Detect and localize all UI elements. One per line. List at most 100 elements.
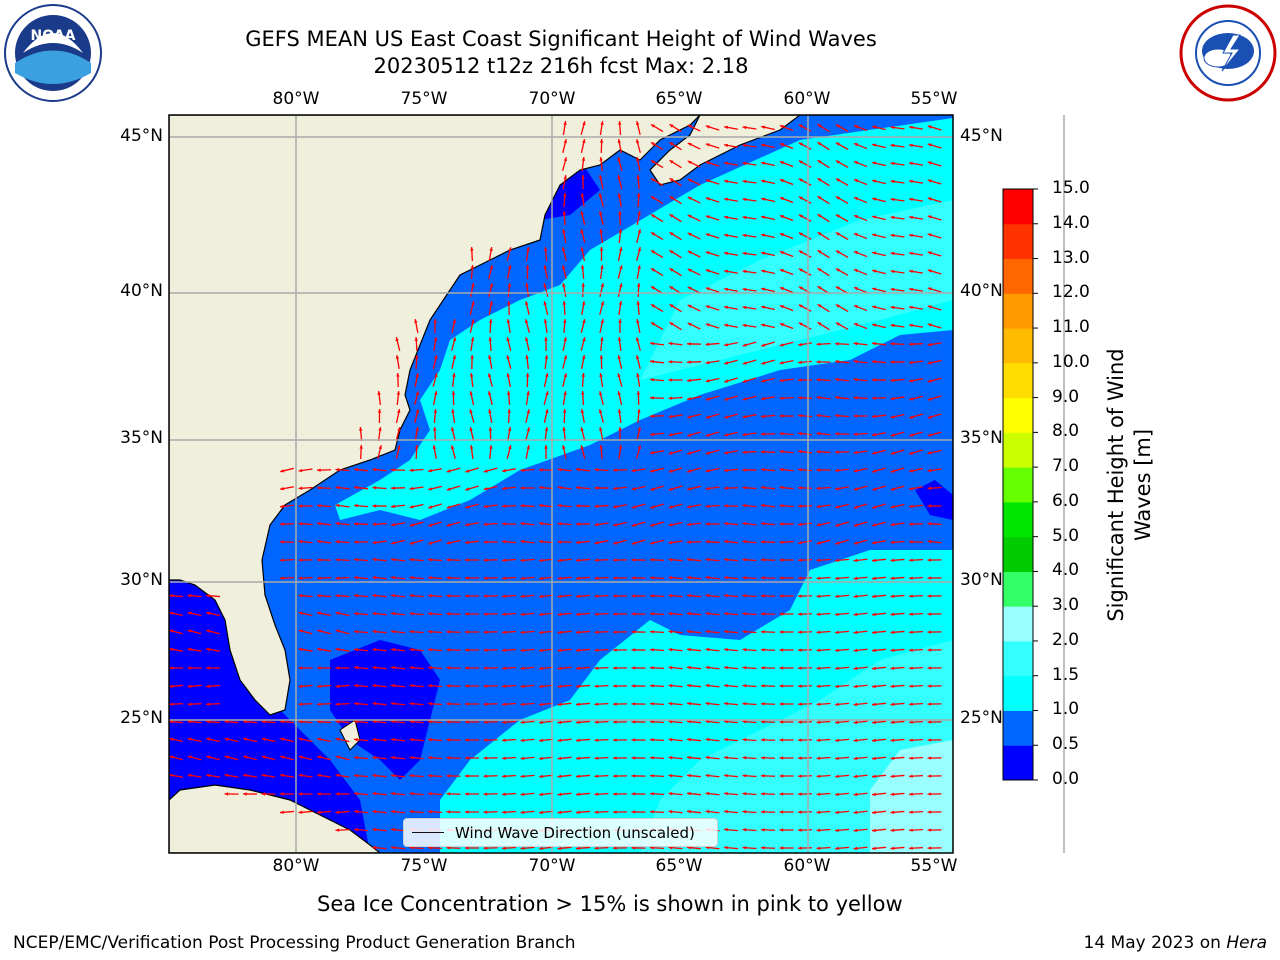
wave-direction-arrow bbox=[927, 251, 942, 257]
wave-direction-arrow bbox=[742, 720, 757, 724]
wave-direction-arrow bbox=[705, 683, 720, 688]
colorbar-tick-label: 3.0 bbox=[1052, 595, 1080, 616]
wave-direction-arrow bbox=[668, 575, 683, 580]
wave-direction-arrow bbox=[544, 426, 549, 442]
wave-direction-arrow bbox=[557, 558, 572, 563]
wave-direction-arrow bbox=[483, 846, 498, 850]
wave-direction-arrow bbox=[562, 282, 567, 298]
wave-direction-arrow bbox=[668, 791, 683, 796]
lon-top-65w: 65°W bbox=[655, 89, 703, 109]
wave-direction-arrow bbox=[779, 485, 794, 490]
wave-direction-arrow bbox=[742, 774, 757, 778]
wave-direction-arrow bbox=[927, 756, 942, 760]
wave-direction-arrow bbox=[187, 684, 202, 689]
wave-direction-arrow bbox=[649, 792, 665, 796]
wave-direction-arrow bbox=[427, 702, 443, 706]
wave-direction-arrow bbox=[316, 521, 332, 526]
wave-direction-arrow bbox=[834, 413, 850, 418]
wave-direction-arrow bbox=[890, 342, 905, 346]
wave-direction-arrow bbox=[761, 359, 775, 365]
wave-direction-arrow bbox=[669, 123, 682, 133]
wave-direction-arrow bbox=[834, 630, 850, 635]
wave-direction-arrow bbox=[760, 702, 776, 706]
wave-direction-arrow bbox=[205, 593, 221, 598]
wave-direction-arrow bbox=[298, 755, 313, 761]
wave-direction-arrow bbox=[612, 738, 628, 742]
wave-direction-arrow bbox=[520, 486, 535, 490]
wave-direction-arrow bbox=[927, 431, 942, 437]
wave-direction-arrow bbox=[224, 737, 239, 743]
wave-direction-arrow bbox=[927, 395, 942, 401]
wave-direction-arrow bbox=[335, 773, 350, 778]
wave-direction-arrow bbox=[724, 342, 738, 347]
wave-direction-arrow bbox=[890, 720, 905, 725]
wave-direction-arrow bbox=[280, 737, 294, 743]
wave-direction-arrow bbox=[427, 594, 443, 598]
wave-direction-arrow bbox=[797, 594, 813, 598]
wave-direction-arrow bbox=[427, 756, 443, 760]
wave-direction-arrow bbox=[705, 593, 720, 598]
wave-direction-arrow bbox=[507, 282, 512, 298]
colorbar-tick-label: 8.0 bbox=[1052, 421, 1080, 442]
wave-direction-arrow bbox=[538, 720, 554, 725]
wave-direction-arrow bbox=[668, 701, 683, 706]
wave-direction-arrow bbox=[206, 611, 220, 617]
wave-direction-arrow bbox=[779, 648, 794, 652]
wave-direction-arrow bbox=[205, 702, 221, 706]
wave-direction-arrow bbox=[483, 702, 498, 706]
wave-direction-arrow bbox=[649, 648, 665, 652]
wave-direction-arrow bbox=[543, 301, 549, 315]
wave-direction-arrow bbox=[779, 396, 794, 400]
wave-direction-arrow bbox=[520, 774, 535, 779]
wave-direction-arrow bbox=[390, 755, 406, 760]
wave-direction-arrow bbox=[890, 179, 905, 184]
wave-direction-arrow bbox=[797, 648, 813, 652]
wave-direction-arrow bbox=[742, 468, 757, 472]
wave-direction-arrow bbox=[687, 485, 701, 491]
wave-direction-arrow bbox=[169, 593, 184, 598]
wave-direction-arrow bbox=[390, 701, 406, 706]
lat-right-35n: 35°N bbox=[960, 428, 1003, 448]
wave-direction-arrow bbox=[909, 467, 923, 473]
colorbar-tick-label: 9.0 bbox=[1052, 386, 1080, 407]
wave-direction-arrow bbox=[890, 792, 905, 797]
wave-direction-arrow bbox=[598, 391, 604, 405]
wave-direction-arrow bbox=[723, 125, 739, 130]
wave-direction-arrow bbox=[871, 738, 887, 743]
wave-direction-arrow bbox=[557, 738, 572, 743]
wave-direction-arrow bbox=[428, 485, 442, 491]
wave-direction-arrow bbox=[612, 702, 628, 706]
wave-direction-arrow bbox=[723, 215, 739, 220]
wave-direction-arrow bbox=[390, 683, 406, 688]
wave-direction-arrow bbox=[575, 648, 591, 653]
wave-direction-arrow bbox=[543, 318, 548, 334]
wave-direction-arrow bbox=[446, 594, 461, 598]
wave-direction-arrow bbox=[489, 444, 493, 460]
wave-direction-arrow bbox=[761, 143, 775, 149]
wave-direction-arrow bbox=[450, 445, 456, 459]
wave-direction-arrow bbox=[169, 773, 184, 778]
wave-direction-arrow bbox=[187, 755, 202, 761]
wave-direction-arrow bbox=[483, 576, 498, 580]
wave-direction-arrow bbox=[779, 214, 794, 222]
legend-label: Wind Wave Direction (unscaled) bbox=[455, 823, 695, 842]
wave-direction-arrow bbox=[650, 539, 664, 545]
colorbar-segment bbox=[1003, 432, 1033, 468]
wave-direction-arrow bbox=[668, 557, 683, 562]
wave-direction-arrow bbox=[817, 267, 830, 277]
wave-direction-arrow bbox=[723, 233, 739, 238]
wave-direction-arrow bbox=[261, 719, 276, 724]
wave-direction-arrow bbox=[872, 161, 886, 167]
wave-direction-arrow bbox=[871, 414, 887, 419]
wave-direction-arrow bbox=[169, 647, 184, 652]
wave-direction-arrow bbox=[668, 485, 683, 491]
wave-direction-arrow bbox=[464, 810, 480, 814]
colorbar-segment bbox=[1003, 467, 1033, 503]
wave-direction-arrow bbox=[687, 232, 701, 240]
wave-direction-arrow bbox=[594, 576, 609, 580]
wave-direction-arrow bbox=[636, 445, 642, 459]
wave-direction-arrow bbox=[835, 521, 849, 527]
wave-direction-arrow bbox=[446, 756, 461, 760]
wave-direction-arrow bbox=[742, 287, 757, 292]
wave-direction-arrow bbox=[580, 247, 586, 261]
